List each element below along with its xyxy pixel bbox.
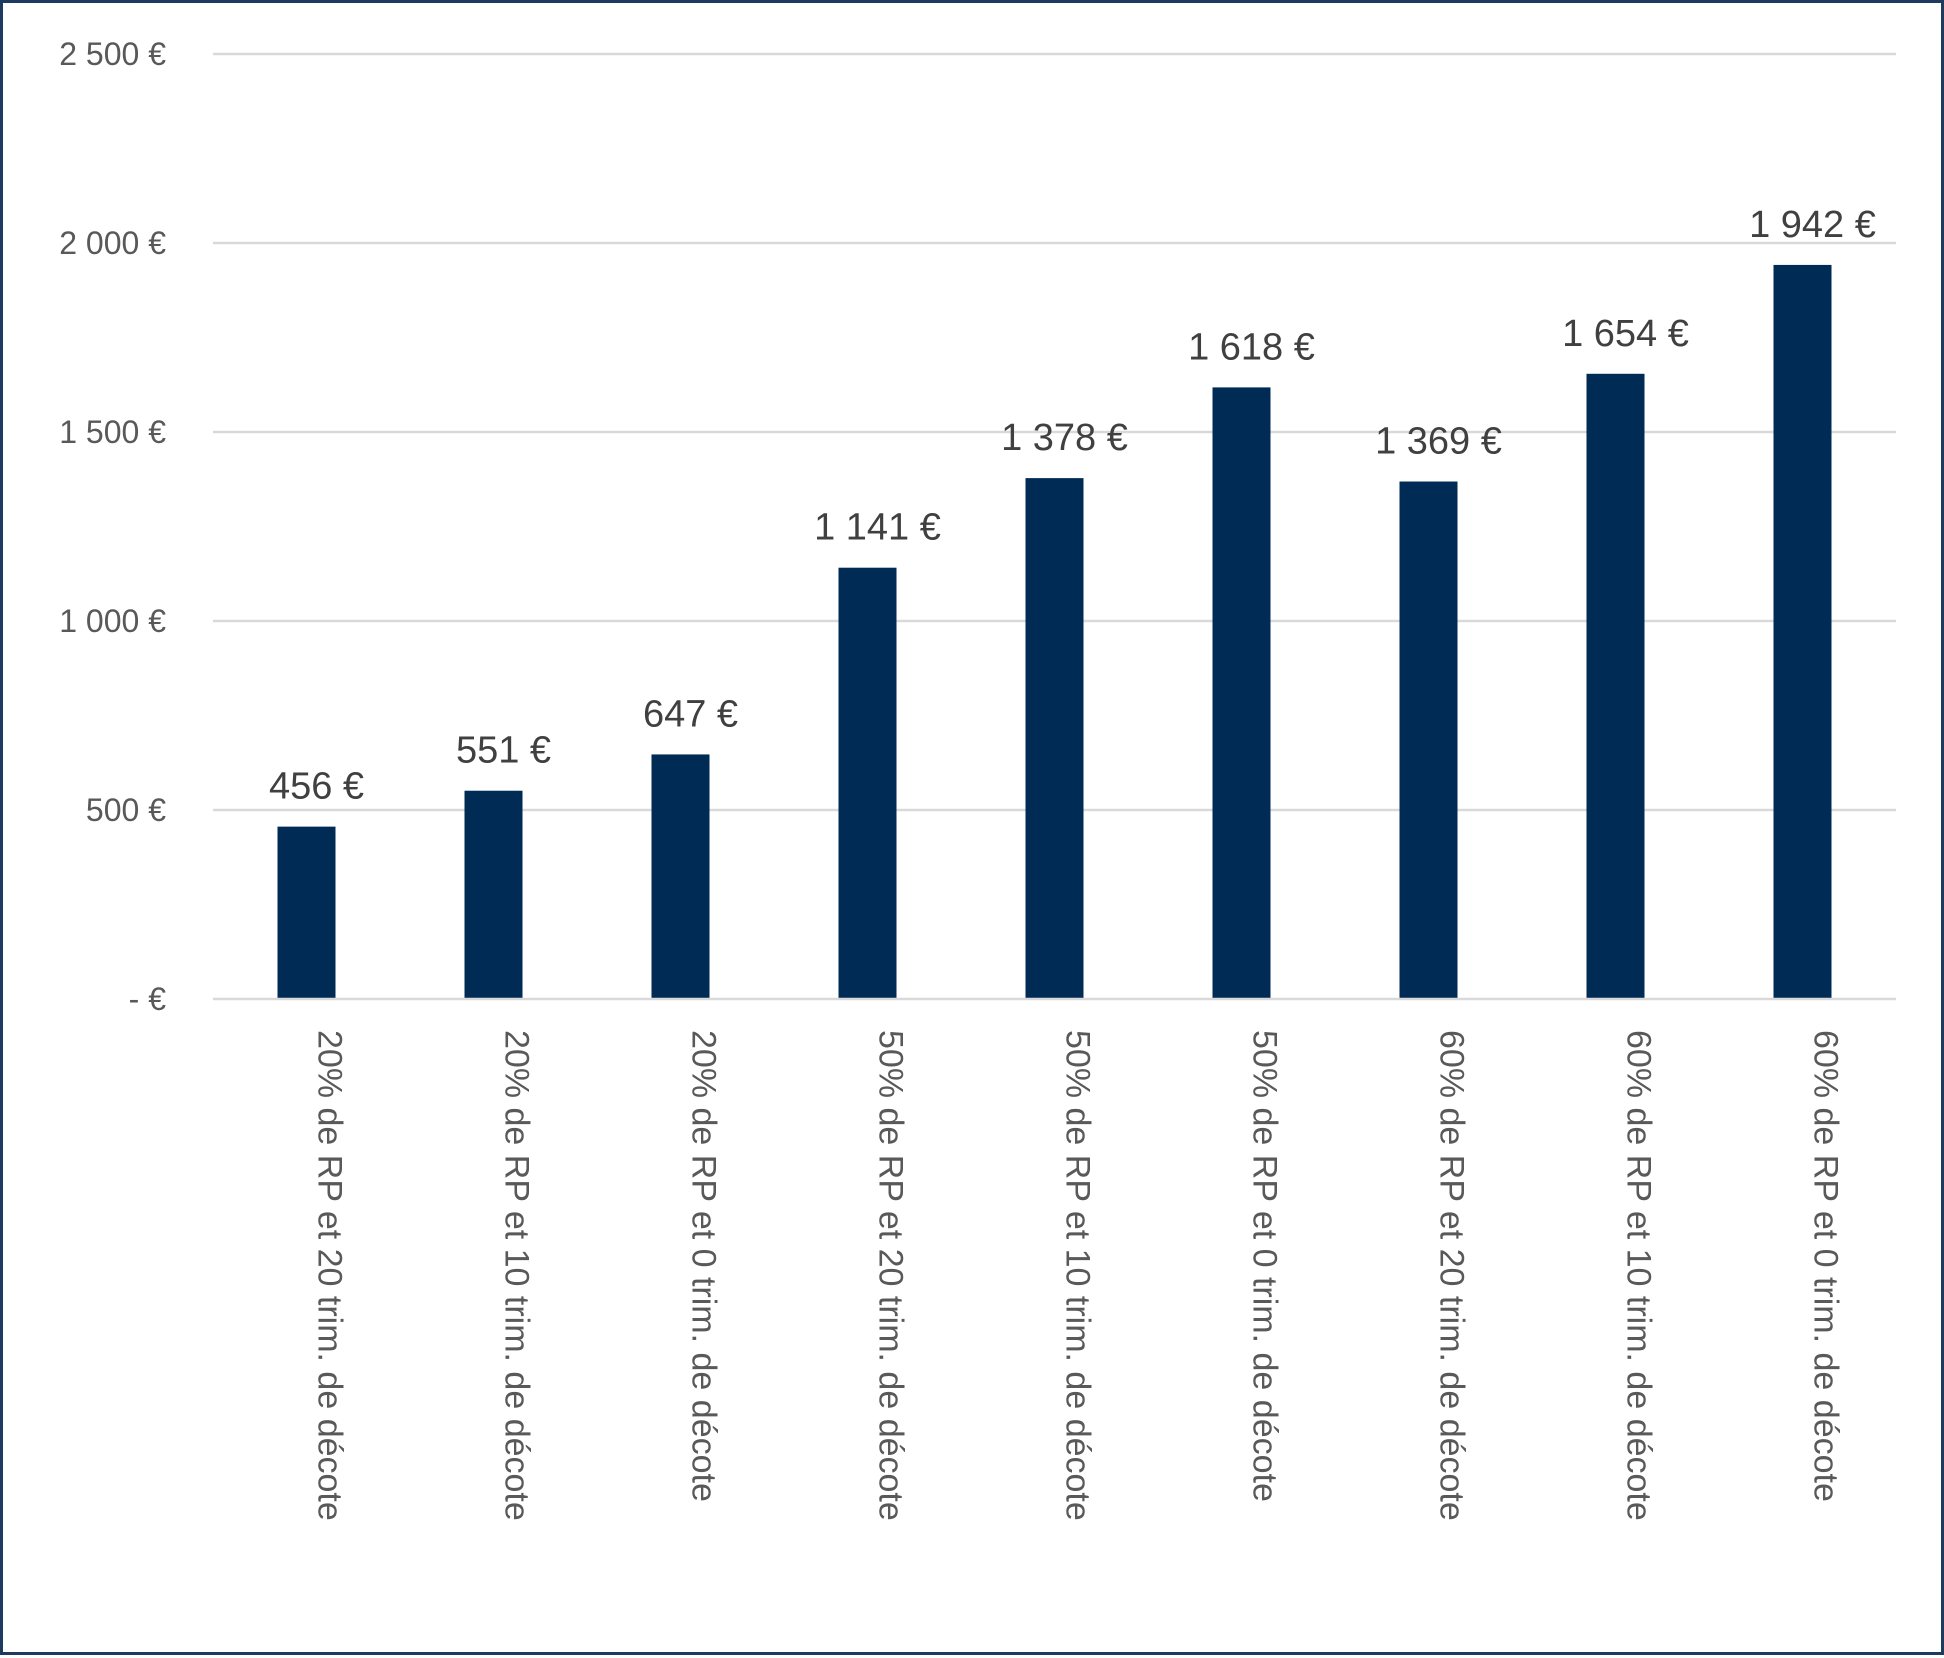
data-label: 1 141 € bbox=[814, 507, 941, 549]
y-tick-label: 1 000 € bbox=[59, 603, 166, 639]
category-label: 20% de RP et 20 trim. de décote bbox=[311, 1030, 349, 1521]
bar bbox=[1586, 373, 1645, 1000]
data-label: 1 654 € bbox=[1562, 313, 1689, 355]
bar bbox=[1773, 264, 1832, 999]
category-label: 20% de RP et 0 trim. de décote bbox=[685, 1030, 723, 1502]
category-label: 50% de RP et 20 trim. de décote bbox=[872, 1030, 910, 1521]
category-label: 60% de RP et 0 trim. de décote bbox=[1807, 1030, 1845, 1502]
data-label: 551 € bbox=[456, 730, 551, 772]
category-label: 20% de RP et 10 trim. de décote bbox=[498, 1030, 536, 1521]
data-label: 1 618 € bbox=[1188, 326, 1315, 368]
category-label: 50% de RP et 10 trim. de décote bbox=[1059, 1030, 1097, 1521]
bar-chart: - € 500 € 1 000 € 1 500 € 2 000 € 2 500 € 456… bbox=[59, 36, 1896, 1521]
bar bbox=[1025, 478, 1084, 1000]
category-label: 60% de RP et 10 trim. de décote bbox=[1620, 1030, 1658, 1521]
bar bbox=[1399, 481, 1458, 999]
y-tick-label: 1 500 € bbox=[59, 414, 166, 450]
data-label: 1 942 € bbox=[1749, 204, 1876, 246]
bar bbox=[464, 790, 523, 999]
data-label: 456 € bbox=[269, 766, 364, 808]
y-axis-tick-labels: - € 500 € 1 000 € 1 500 € 2 000 € 2 500 € bbox=[59, 36, 166, 1017]
y-tick-label: 2 000 € bbox=[59, 225, 166, 261]
data-label: 647 € bbox=[643, 693, 738, 735]
bars bbox=[277, 264, 1832, 1000]
category-label: 50% de RP et 0 trim. de décote bbox=[1246, 1030, 1284, 1502]
y-tick-label: 500 € bbox=[86, 792, 166, 828]
data-label: 1 378 € bbox=[1001, 417, 1128, 459]
bar bbox=[651, 754, 710, 999]
y-tick-label: - € bbox=[129, 981, 167, 1017]
category-labels: 20% de RP et 20 trim. de décote 20% de RP… bbox=[311, 1030, 1845, 1521]
y-tick-label: 2 500 € bbox=[59, 36, 166, 72]
bar bbox=[1212, 387, 1271, 999]
bar bbox=[277, 826, 336, 999]
data-label: 1 369 € bbox=[1375, 421, 1502, 463]
data-labels: 456 € 551 € 647 € 1 141 € 1 378 € 1 618 € 1 36… bbox=[269, 204, 1876, 808]
category-label: 60% de RP et 20 trim. de décote bbox=[1433, 1030, 1471, 1521]
bar bbox=[838, 567, 897, 999]
